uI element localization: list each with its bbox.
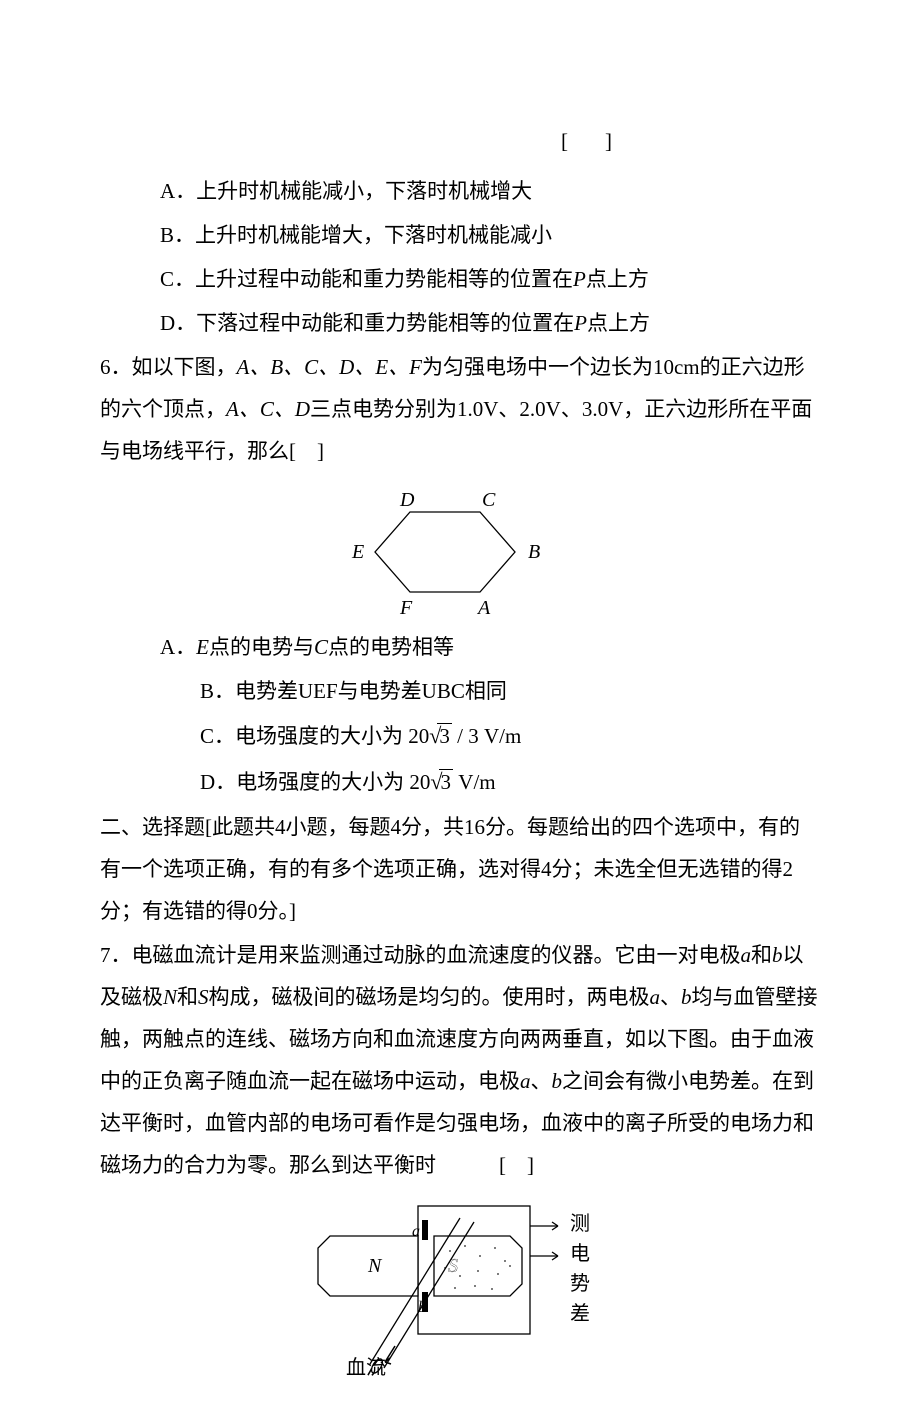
- q6-stem-acd: A、C、D: [226, 397, 310, 421]
- q5-option-C: C．上升过程中动能和重力势能相等的位置在P点上方: [100, 258, 820, 300]
- electrode-a: [422, 1220, 428, 1240]
- q7-b2: b: [681, 985, 692, 1009]
- q6-a-mid: 点的电势与: [209, 635, 314, 659]
- q6-stem: 6．如以下图，A、B、C、D、E、F为匀强电场中一个边长为10cm的正六边形的六…: [100, 346, 820, 472]
- q6-d-rad: 3: [439, 769, 454, 794]
- q7-sep1: 、: [660, 985, 681, 1009]
- q6-c-coeff: 20: [408, 724, 429, 748]
- q7-b1: b: [772, 943, 783, 967]
- hex-label-A: A: [476, 597, 491, 619]
- q6-d-coeff: 20: [409, 770, 430, 794]
- q7-figure: N S a b 血流 测 电 势 差: [100, 1196, 820, 1376]
- q7-a1: a: [741, 943, 752, 967]
- hexagon-shape: [375, 512, 515, 592]
- label-a: a: [412, 1223, 420, 1240]
- side-label-2: 势: [570, 1272, 590, 1295]
- label-S: S: [448, 1255, 458, 1277]
- q7-a3: a: [520, 1069, 531, 1093]
- q5-c-pre: C．上升过程中动能和重力势能相等的位置在: [160, 267, 573, 291]
- q6-option-A: A．E点的电势与C点的电势相等: [100, 626, 820, 668]
- q6-c-expr: 20 3 / 3 V/m: [408, 724, 521, 748]
- q5-d-post: 点上方: [587, 311, 650, 335]
- q6-c-rad: 3: [437, 723, 452, 748]
- q6-stem-letters: A、B、C、D、E、F: [237, 355, 422, 379]
- q5-blank-bracket: [ ]: [100, 120, 820, 162]
- hex-label-F: F: [399, 597, 413, 619]
- q5-option-A: A．上升时机械能减小，下落时机械增大: [100, 170, 820, 212]
- blood-arrow-shaft: [385, 1346, 395, 1362]
- section-2-head: 二、选择题[此题共4小题，每题4分，共16分。每题给出的四个选项中，有的有一个选…: [100, 806, 820, 932]
- q6-c-pre: C．电场强度的大小为: [200, 724, 403, 748]
- q5-d-P: P: [574, 311, 587, 335]
- sqrt-icon: 3: [429, 714, 452, 758]
- q6-d-tail: V/m: [453, 770, 496, 794]
- side-label-1: 电: [570, 1242, 590, 1265]
- label-blood: 血流: [346, 1356, 386, 1376]
- side-label-0: 测: [570, 1212, 590, 1235]
- side-label-3: 差: [570, 1302, 590, 1325]
- q7-svg: N S a b 血流 测 电 势 差: [300, 1196, 620, 1376]
- q6-stem-pre: 6．如以下图，: [100, 355, 237, 379]
- hex-label-C: C: [482, 489, 496, 511]
- q6-d-pre: D．电场强度的大小为: [200, 770, 404, 794]
- sqrt-icon: 3: [430, 760, 453, 804]
- q7-s3: 构成，磁极间的磁场是均匀的。使用时，两电极: [209, 985, 650, 1009]
- q7-stem: 7．电磁血流计是用来监测通过动脉的血流速度的仪器。它由一对电极a和b以及磁极N和…: [100, 934, 820, 1186]
- q7-N: N: [163, 985, 177, 1009]
- q5-option-D: D．下落过程中动能和重力势能相等的位置在P点上方: [100, 302, 820, 344]
- q5-c-P: P: [573, 267, 586, 291]
- q6-a-post: 点的电势相等: [328, 635, 454, 659]
- q6-option-D: D．电场强度的大小为 20 3 V/m: [100, 760, 820, 804]
- hex-label-E: E: [351, 541, 364, 563]
- q6-c-tail: / 3 V/m: [452, 724, 521, 748]
- q6-option-B: B．电势差UEF与电势差UBC相同: [100, 670, 820, 712]
- page: [ ] A．上升时机械能减小，下落时机械增大 B．上升时机械能增大，下落时机械能…: [0, 0, 920, 1420]
- q7-and2: 和: [177, 985, 198, 1009]
- q7-and1: 和: [751, 943, 772, 967]
- q7-S: S: [198, 985, 209, 1009]
- q7-sep2: 、: [531, 1069, 552, 1093]
- hex-label-B: B: [528, 541, 540, 563]
- q7-b3: b: [552, 1069, 563, 1093]
- q5-c-post: 点上方: [586, 267, 649, 291]
- q6-a-E: E: [196, 635, 209, 659]
- q6-option-C: C．电场强度的大小为 20 3 / 3 V/m: [100, 714, 820, 758]
- q6-a-C: C: [314, 635, 328, 659]
- hexagon-figure: D C E B F A: [100, 482, 820, 622]
- q6-a-pre: A．: [160, 635, 196, 659]
- q5-option-B: B．上升时机械能增大，下落时机械能减小: [100, 214, 820, 256]
- hexagon-svg: D C E B F A: [350, 482, 570, 622]
- q7-s1: 7．电磁血流计是用来监测通过动脉的血流速度的仪器。它由一对电极: [100, 943, 741, 967]
- q6-d-expr: 20 3 V/m: [409, 770, 495, 794]
- hex-label-D: D: [399, 489, 415, 511]
- q7-a2: a: [650, 985, 661, 1009]
- label-N: N: [367, 1255, 383, 1277]
- q5-d-pre: D．下落过程中动能和重力势能相等的位置在: [160, 311, 574, 335]
